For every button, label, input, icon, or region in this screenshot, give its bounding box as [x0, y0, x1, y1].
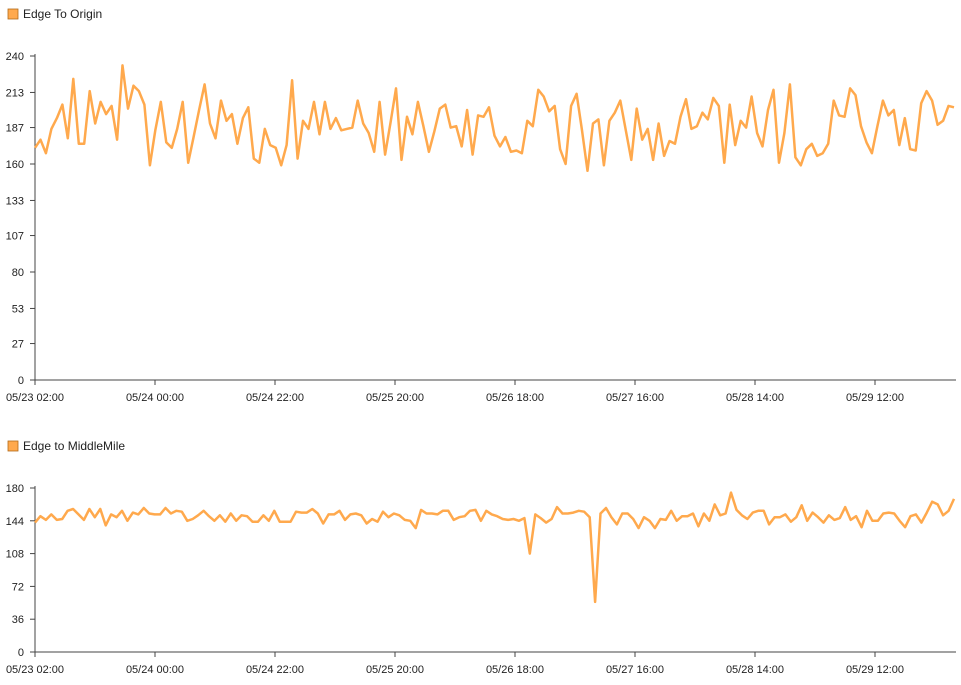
y-tick-label-36: 36 [12, 614, 24, 626]
y-axis-edge-to-origin: 0 27 53 80 107 133 160 187 213 240 [6, 51, 36, 387]
y-tick-label-72: 72 [12, 581, 24, 593]
y-tick-label-0: 0 [18, 647, 24, 659]
x-tick-label-05-25-20-00: 05/25 20:00 [366, 392, 424, 404]
x-tick-label-05-28-14-00: 05/28 14:00 [726, 664, 784, 676]
x-tick-label-05-29-12-00: 05/29 12:00 [846, 664, 904, 676]
y-tick-label-53: 53 [12, 303, 24, 315]
x-tick-label-05-27-16-00: 05/27 16:00 [606, 664, 664, 676]
x-tick-label-05-29-12-00: 05/29 12:00 [846, 392, 904, 404]
x-tick-label-05-24-00-00: 05/24 00:00 [126, 392, 184, 404]
y-tick-label-160: 160 [6, 159, 24, 171]
legend-swatch-edge-to-middlemile[interactable] [7, 440, 19, 452]
y-tick-label-108: 108 [6, 549, 24, 561]
series-line-edge-to-middlemile [34, 491, 956, 604]
x-axis-edge-to-middlemile: 05/23 02:00 05/24 00:00 05/24 22:00 05/25 2… [6, 651, 956, 676]
x-tick-label-05-24-22-00: 05/24 22:00 [246, 392, 304, 404]
x-tick-label-05-23-02-00: 05/23 02:00 [6, 664, 64, 676]
x-axis-edge-to-origin: 05/23 02:00 05/24 00:00 05/24 22:00 05/25 2… [6, 379, 956, 404]
legend-label-edge-to-origin[interactable]: Edge To Origin [23, 7, 102, 21]
x-tick-label-05-28-14-00: 05/28 14:00 [726, 392, 784, 404]
y-tick-label-240: 240 [6, 51, 24, 63]
y-tick-label-187: 187 [6, 123, 24, 135]
x-tick-label-05-25-20-00: 05/25 20:00 [366, 664, 424, 676]
x-tick-label-05-24-22-00: 05/24 22:00 [246, 664, 304, 676]
y-tick-label-107: 107 [6, 231, 24, 243]
y-tick-label-213: 213 [6, 87, 24, 99]
y-tick-label-0: 0 [18, 375, 24, 387]
x-tick-label-05-26-18-00: 05/26 18:00 [486, 392, 544, 404]
x-tick-label-05-27-16-00: 05/27 16:00 [606, 392, 664, 404]
legend-label-edge-to-middlemile[interactable]: Edge to MiddleMile [23, 439, 125, 453]
series-line-edge-to-origin [33, 64, 955, 173]
y-tick-label-80: 80 [12, 267, 24, 279]
x-tick-label-05-24-00-00: 05/24 00:00 [126, 664, 184, 676]
legend-swatch-edge-to-origin[interactable] [7, 8, 19, 20]
edge-to-middlemile-chart: Edge to MiddleMile 0 36 72 108 144 180 05/23 … [6, 439, 956, 676]
y-axis-edge-to-middlemile: 0 36 72 108 144 180 [6, 483, 36, 659]
x-tick-label-05-26-18-00: 05/26 18:00 [486, 664, 544, 676]
x-tick-label-05-23-02-00: 05/23 02:00 [6, 392, 64, 404]
y-tick-label-144: 144 [6, 516, 24, 528]
y-tick-label-133: 133 [6, 195, 24, 207]
y-tick-label-27: 27 [12, 339, 24, 351]
y-tick-label-180: 180 [6, 483, 24, 495]
edge-to-origin-chart: Edge To Origin 0 27 53 80 107 133 160 187 213 240… [6, 7, 956, 404]
